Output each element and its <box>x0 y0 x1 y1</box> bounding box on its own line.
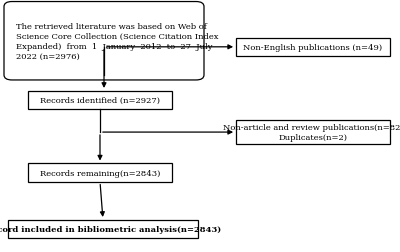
FancyBboxPatch shape <box>236 121 390 144</box>
FancyBboxPatch shape <box>8 220 198 238</box>
Text: Records identified (n=2927): Records identified (n=2927) <box>40 97 160 105</box>
Text: Non-English publications (n=49): Non-English publications (n=49) <box>244 44 382 52</box>
FancyBboxPatch shape <box>28 91 172 110</box>
Text: Record included in bibliometric analysis(n=2843): Record included in bibliometric analysis… <box>0 225 221 233</box>
Text: Records remaining(n=2843): Records remaining(n=2843) <box>40 169 160 177</box>
Text: The retrieved literature was based on Web of
Science Core Collection (Science Ci: The retrieved literature was based on We… <box>16 23 218 60</box>
Text: Non-article and review publications(n=82)
Duplicates(n=2): Non-article and review publications(n=82… <box>223 124 400 141</box>
FancyBboxPatch shape <box>236 39 390 57</box>
FancyBboxPatch shape <box>4 3 204 81</box>
FancyBboxPatch shape <box>28 164 172 182</box>
